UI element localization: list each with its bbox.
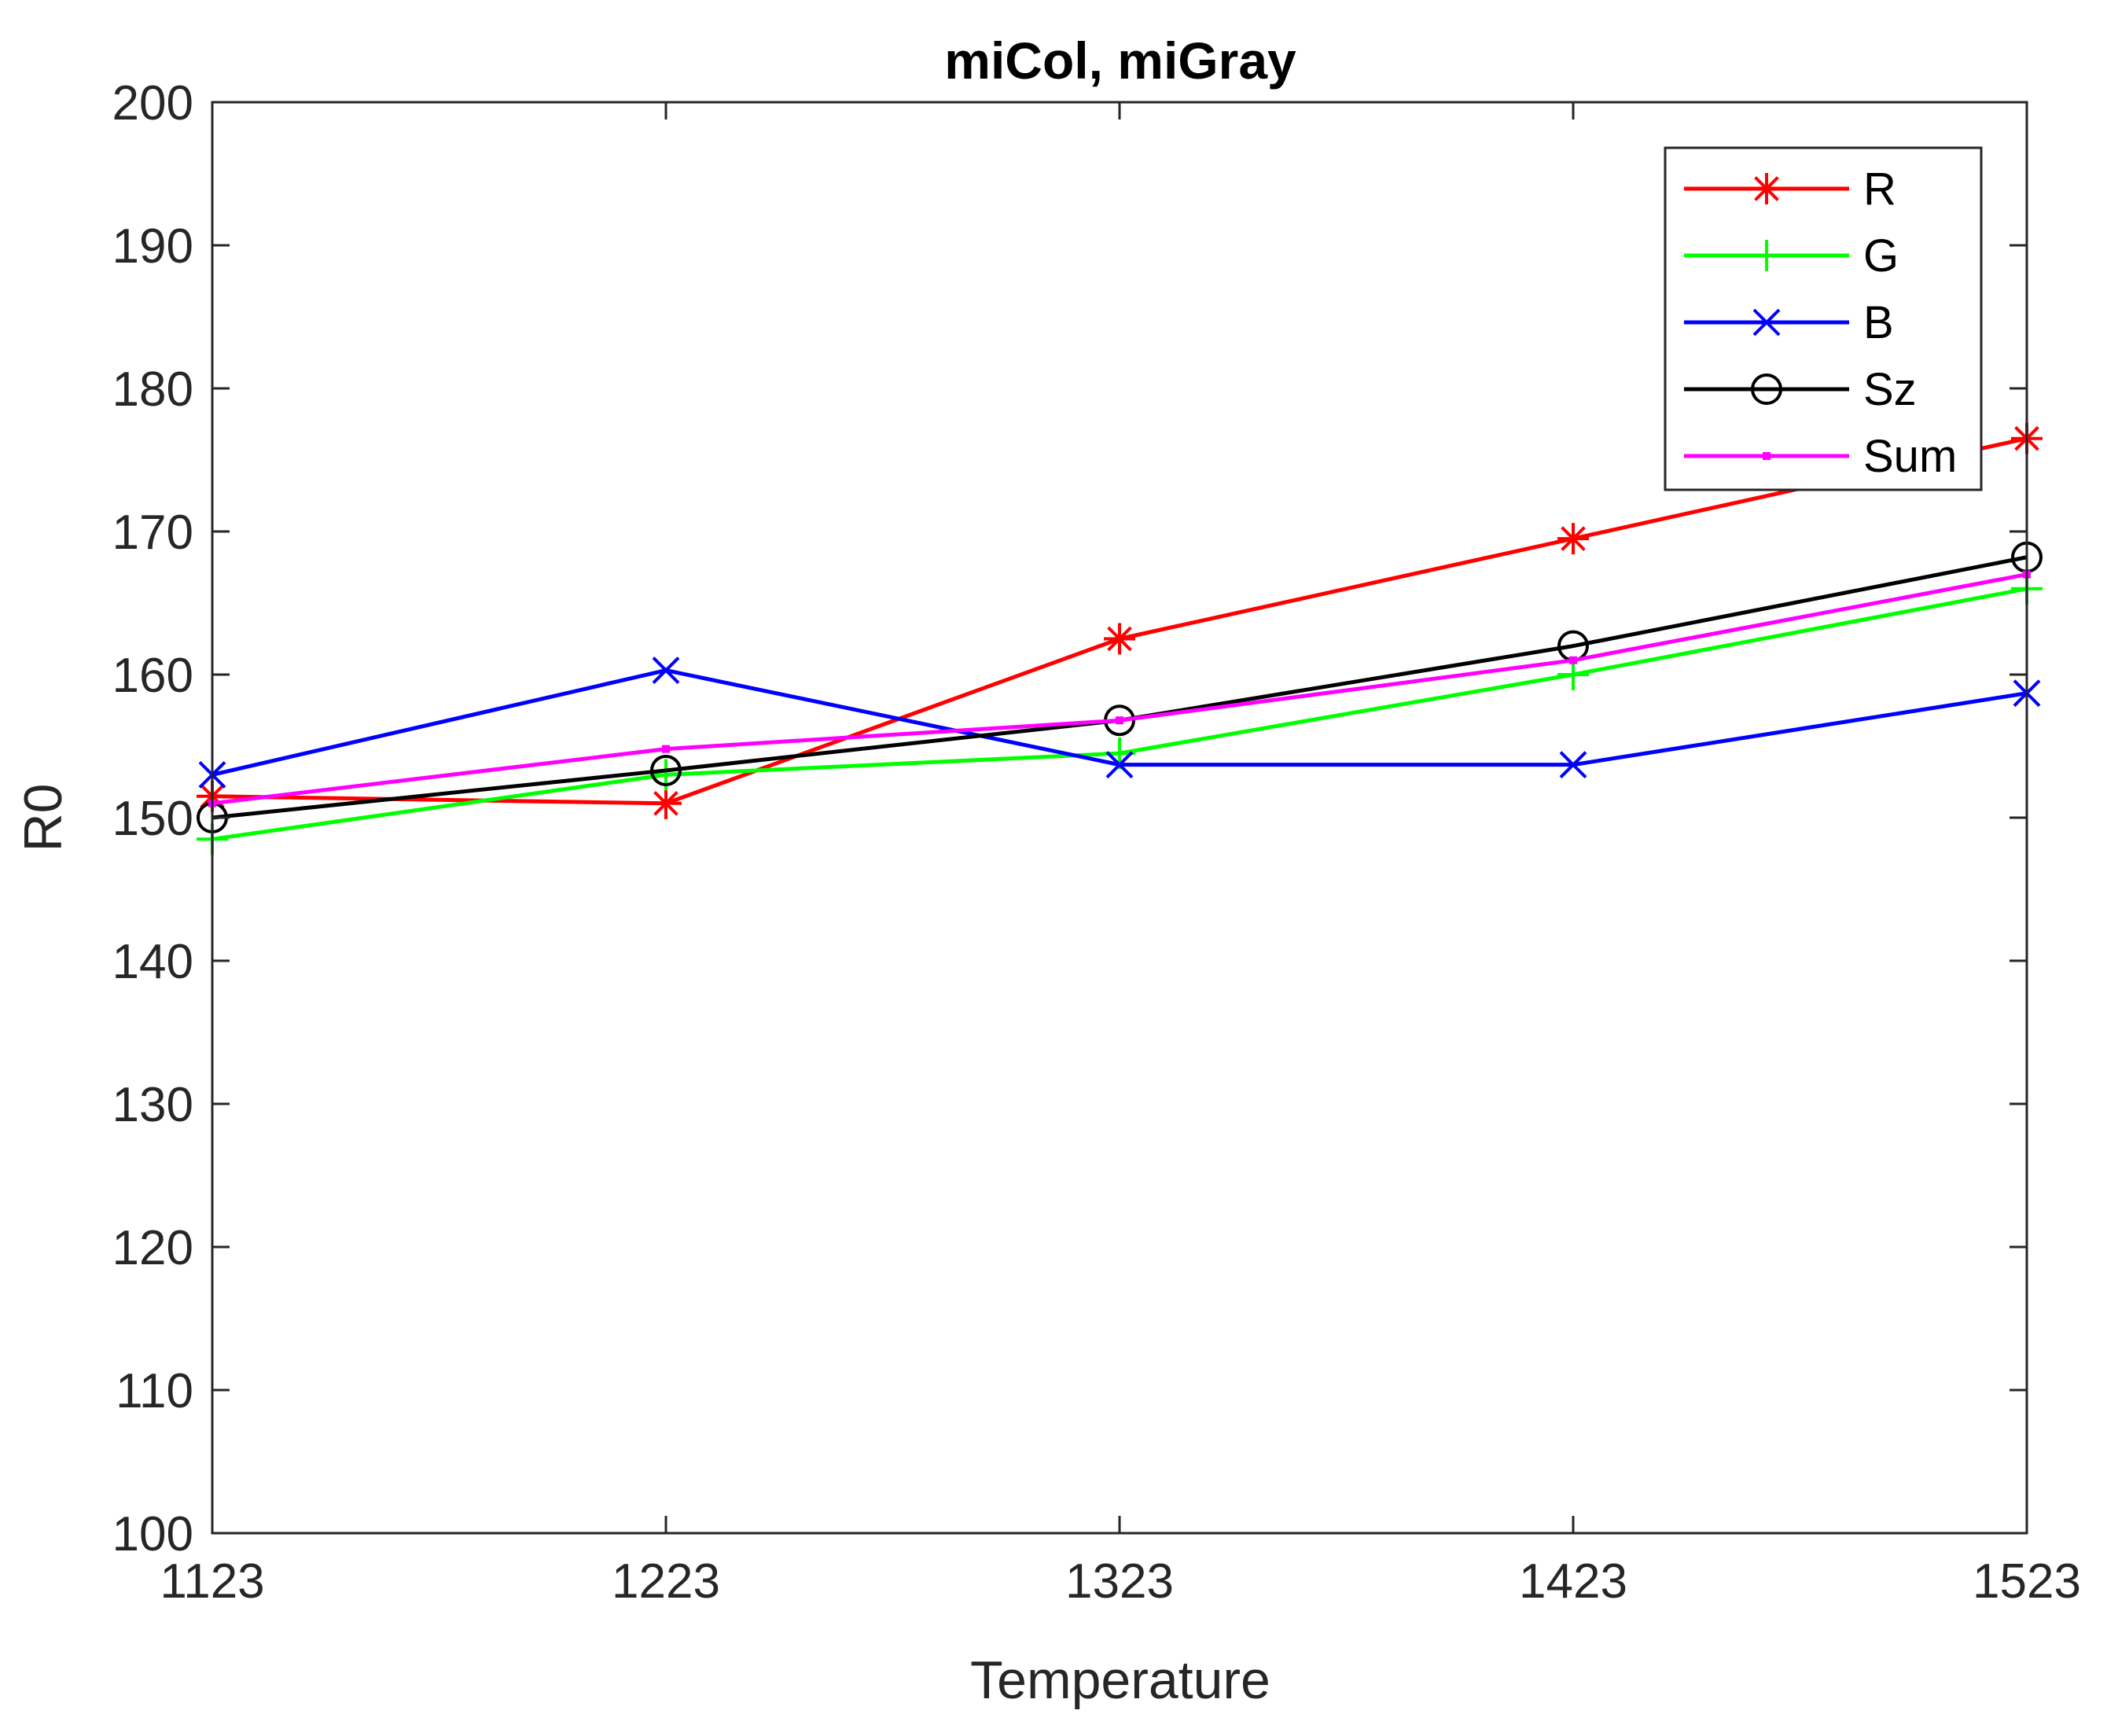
legend-label: G xyxy=(1863,230,1899,281)
legend-marker xyxy=(1751,240,1782,271)
legend-label: Sz xyxy=(1863,364,1917,415)
legend: RGB Sz Sum xyxy=(1664,146,1983,491)
data-point-b xyxy=(652,657,680,684)
chart-title: miCol, miGray xyxy=(944,31,1296,90)
y-tick-label: 190 xyxy=(112,219,193,274)
data-point-sum xyxy=(1569,656,1577,664)
legend-marker xyxy=(1752,308,1781,337)
legend-item-b: B xyxy=(1684,297,1894,348)
legend-item-sz: Sz xyxy=(1684,364,1917,415)
x-tick-label: 1323 xyxy=(1065,1554,1174,1609)
legend-item-r: R xyxy=(1684,164,1896,215)
legend-marker xyxy=(1751,173,1782,204)
legend-box xyxy=(1664,146,1983,491)
legend-label: R xyxy=(1863,164,1896,215)
y-tick-label: 100 xyxy=(112,1507,193,1561)
x-axis-title: Temperature xyxy=(970,1650,1270,1710)
data-point-r xyxy=(1557,523,1589,555)
y-tick-label: 180 xyxy=(112,362,193,417)
y-axis-title: R0 xyxy=(13,784,73,852)
y-tick-label: 160 xyxy=(112,649,193,703)
y-tick-label: 200 xyxy=(112,76,193,131)
ticks-layer: 1123 1223 1323 1423 1523 100 110 120 130 140 150 16… xyxy=(112,76,2081,1609)
legend-item-sum: Sum xyxy=(1684,431,1957,482)
x-tick-label: 1523 xyxy=(1973,1554,2081,1609)
legend-marker xyxy=(1751,373,1782,405)
x-tick-label: 1123 xyxy=(160,1554,264,1609)
y-tick-label: 130 xyxy=(112,1078,193,1132)
legend-item-g: G xyxy=(1684,230,1899,281)
data-point-sum xyxy=(1116,716,1123,725)
legend-label: Sum xyxy=(1863,431,1957,482)
y-tick-label: 120 xyxy=(112,1221,193,1275)
y-tick-label: 140 xyxy=(112,935,193,989)
x-tick-label: 1423 xyxy=(1519,1554,1627,1609)
y-tick-label: 150 xyxy=(112,792,193,846)
data-point-b xyxy=(1559,751,1587,779)
x-tick-label: 1223 xyxy=(612,1554,720,1609)
series-layer xyxy=(197,422,2043,855)
legend-marker xyxy=(1763,452,1771,460)
data-point-r xyxy=(650,787,682,819)
y-tick-label: 170 xyxy=(112,506,193,560)
data-point-sum xyxy=(662,745,670,753)
legend-label: B xyxy=(1863,297,1894,348)
data-point-sz xyxy=(650,754,682,786)
series-r xyxy=(197,422,2043,819)
data-point-r xyxy=(1104,623,1135,655)
data-point-b xyxy=(1105,751,1134,779)
y-tick-label: 110 xyxy=(116,1364,193,1418)
